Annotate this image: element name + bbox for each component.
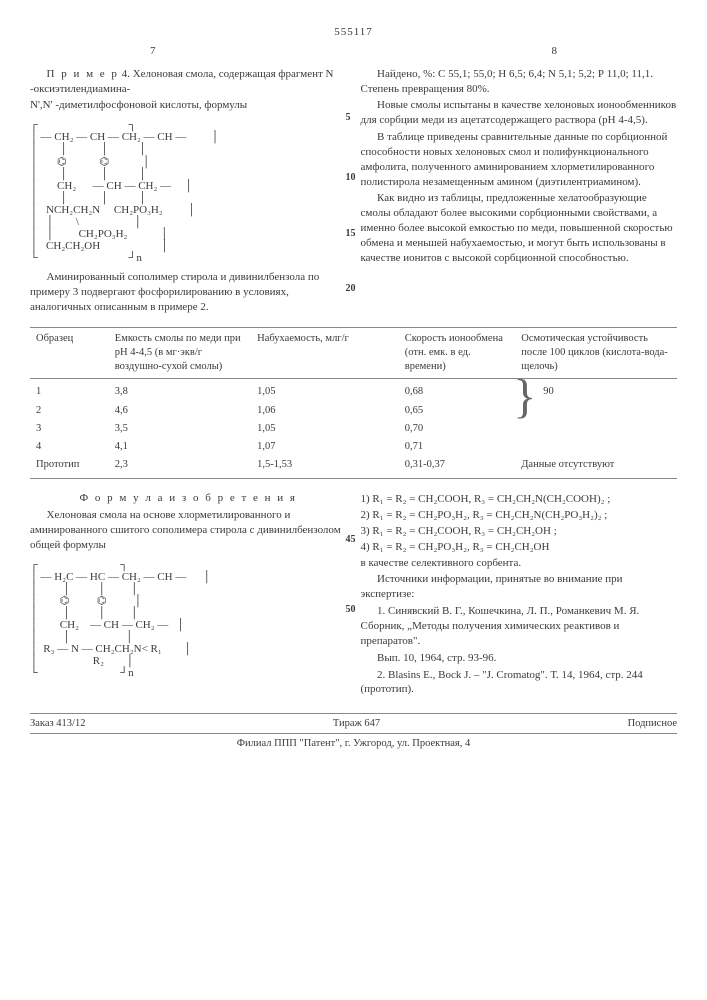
line-marker-45: 45 xyxy=(346,533,356,547)
cell: 4 xyxy=(30,438,109,456)
cell: 1,05 xyxy=(251,379,399,402)
footer-address: Филиал ППП "Патент", г. Ужгород, ул. Про… xyxy=(30,733,677,751)
page-numbers: 7 8 xyxy=(30,44,677,59)
cell: 0,71 xyxy=(399,438,515,456)
r-variant-1: 1) R₁ = R₂ = CH₂COOH, R₃ = CH₂CH₂N(CH₂CO… xyxy=(361,492,678,507)
r-variant-4: 4) R₁ = R₂ = CH₂PO₃H₂, R₃ = CH₂CH₂OH xyxy=(361,540,678,555)
chemical-structure-2: ┌ ┐ │ — H₂C — HC — CH₂ — CH — │ │ │ │ │ … xyxy=(30,559,347,680)
line-marker-50: 50 xyxy=(346,603,356,617)
footer-row: Заказ 413/12 Тираж 647 Подписное xyxy=(30,713,677,731)
cell: 1 xyxy=(30,379,109,402)
th-rate: Скорость ионообмена (отн. емк. в ед. вре… xyxy=(399,327,515,379)
cell: 1,06 xyxy=(251,402,399,420)
left-para-2: Аминированный сополимер стирола и дивини… xyxy=(30,270,347,315)
cell: 0,31-0,37 xyxy=(399,456,515,479)
footer-signed: Подписное xyxy=(628,717,677,731)
right-para-2: Новые смолы испытаны в качестве хелоновы… xyxy=(361,98,678,128)
source-1: 1. Синявский В. Г., Кошечкина, Л. П., Ро… xyxy=(361,604,678,649)
example-4-line2: N',N' -диметилфосфоновой кислоты, формул… xyxy=(30,98,347,113)
table-row: Прототип 2,3 1,5-1,53 0,31-0,37 Данные о… xyxy=(30,456,677,479)
cell-merged-osmotic: }90 xyxy=(515,379,677,456)
page-right: 8 xyxy=(552,44,558,59)
th-swell: Набухаемость, млг/г xyxy=(251,327,399,379)
right-para-4: Как видно из таблицы, предложенные хелат… xyxy=(361,191,678,265)
brace-icon: } xyxy=(513,373,536,421)
cell: 3,8 xyxy=(109,379,251,402)
th-osmotic: Осмотическая устойчивость после 100 цикл… xyxy=(515,327,677,379)
right-para-1: Найдено, %: С 55,1; 55,0; Н 6,5; 6,4; N … xyxy=(361,67,678,97)
cell: 4,1 xyxy=(109,438,251,456)
line-marker-20: 20 xyxy=(346,282,356,296)
sources-title: Источники информации, принятые во вниман… xyxy=(361,572,678,602)
table-row: 1 3,8 1,05 0,68 }90 xyxy=(30,379,677,402)
lower-left-para: Хелоновая смола на основе хлорметилирова… xyxy=(30,508,347,553)
example-label: П р и м е р xyxy=(47,68,119,80)
line-marker-15: 15 xyxy=(346,227,356,241)
source-2: 2. Blasins E., Bock J. – "J. Cromatog". … xyxy=(361,668,678,698)
cell: 4,6 xyxy=(109,402,251,420)
lower-right-column: 1) R₁ = R₂ = CH₂COOH, R₃ = CH₂CH₂N(CH₂CO… xyxy=(361,491,678,699)
r-variant-3: 3) R₁ = R₂ = CH₂COOH, R₃ = CH₂CH₂OH ; xyxy=(361,524,678,539)
cell: 0,65 xyxy=(399,402,515,420)
source-1b: Вып. 10, 1964, стр. 93-96. xyxy=(361,651,678,666)
lower-left-column: Ф о р м у л а и з о б р е т е н и я Хело… xyxy=(30,491,347,699)
right-column: Найдено, %: С 55,1; 55,0; Н 6,5; 6,4; N … xyxy=(361,67,678,317)
page-left: 7 xyxy=(150,44,156,59)
right-para-3: В таблице приведены сравнительные данные… xyxy=(361,130,678,189)
footer-tirazh: Тираж 647 xyxy=(333,717,380,731)
cell: 1,05 xyxy=(251,420,399,438)
line-marker-10: 10 xyxy=(346,171,356,185)
cell: 2 xyxy=(30,402,109,420)
table-header-row: Образец Емкость смолы по меди при рН 4-4… xyxy=(30,327,677,379)
cell: Данные отсутствуют xyxy=(515,456,677,479)
r-variant-2: 2) R₁ = R₂ = CH₂PO₃H₂, R₃ = CH₂CH₂N(CH₂P… xyxy=(361,508,678,523)
formula-title: Ф о р м у л а и з о б р е т е н и я xyxy=(30,491,347,506)
th-sample: Образец xyxy=(30,327,109,379)
example-4-heading: П р и м е р 4. Хелоновая смола, содержащ… xyxy=(30,67,347,97)
cell: 3,5 xyxy=(109,420,251,438)
footer-order: Заказ 413/12 xyxy=(30,717,85,731)
line-marker-5: 5 xyxy=(346,111,351,125)
cell: 0,68 xyxy=(399,379,515,402)
qualifier: в качестве селективного сорбента. xyxy=(361,556,678,571)
cell: 0,70 xyxy=(399,420,515,438)
cell: 3 xyxy=(30,420,109,438)
cell: 2,3 xyxy=(109,456,251,479)
chemical-structure-1: ┌ ┐ │ — CH₂ — CH — CH₂ — CH — │ │ │ │ │ … xyxy=(30,119,347,264)
cell: Прототип xyxy=(30,456,109,479)
cell: 1,07 xyxy=(251,438,399,456)
left-column: П р и м е р 4. Хелоновая смола, содержащ… xyxy=(30,67,347,317)
th-capacity: Емкость смолы по меди при рН 4-4,5 (в мг… xyxy=(109,327,251,379)
data-table: Образец Емкость смолы по меди при рН 4-4… xyxy=(30,327,677,479)
doc-number: 555117 xyxy=(30,25,677,40)
cell-90: 90 xyxy=(543,386,554,397)
cell: 1,5-1,53 xyxy=(251,456,399,479)
